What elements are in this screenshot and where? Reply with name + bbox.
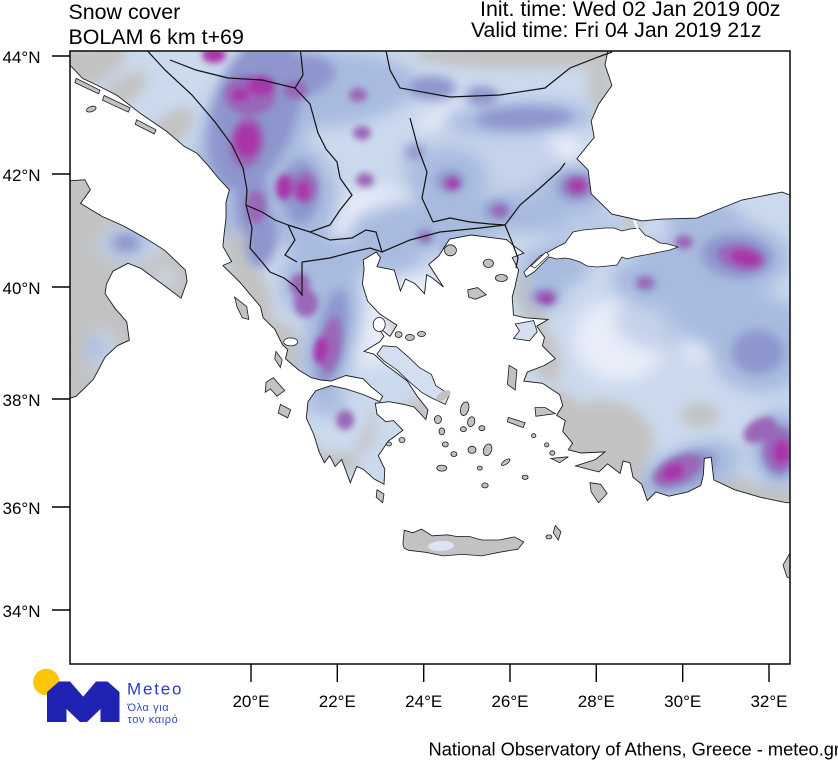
svg-text:BOLAM 6 km t+69: BOLAM 6 km t+69 — [69, 25, 244, 49]
svg-text:28°E: 28°E — [578, 692, 615, 711]
svg-text:32°E: 32°E — [750, 692, 787, 711]
svg-text:44°N: 44°N — [3, 48, 41, 67]
svg-text:22°E: 22°E — [319, 692, 356, 711]
svg-text:36°N: 36°N — [3, 499, 41, 518]
svg-text:Valid time: Fri 04 Jan 2019 21: Valid time: Fri 04 Jan 2019 21z — [471, 19, 762, 42]
svg-text:Όλα για: Όλα για — [127, 702, 170, 714]
svg-text:38°N: 38°N — [3, 391, 41, 410]
svg-text:Meteo: Meteo — [127, 680, 183, 699]
svg-text:40°N: 40°N — [3, 279, 41, 298]
svg-text:42°N: 42°N — [3, 166, 41, 185]
svg-text:τον καιρό: τον καιρό — [128, 714, 179, 726]
svg-text:26°E: 26°E — [491, 692, 528, 711]
svg-text:National Observatory of Athens: National Observatory of Athens, Greece -… — [429, 739, 838, 760]
svg-text:30°E: 30°E — [664, 692, 701, 711]
svg-text:20°E: 20°E — [232, 692, 269, 711]
svg-text:34°N: 34°N — [3, 602, 41, 621]
svg-text:Init. time: Wed 02 Jan 2019 00: Init. time: Wed 02 Jan 2019 00z — [480, 0, 780, 21]
svg-text:24°E: 24°E — [405, 692, 442, 711]
svg-text:Snow cover: Snow cover — [69, 0, 181, 24]
